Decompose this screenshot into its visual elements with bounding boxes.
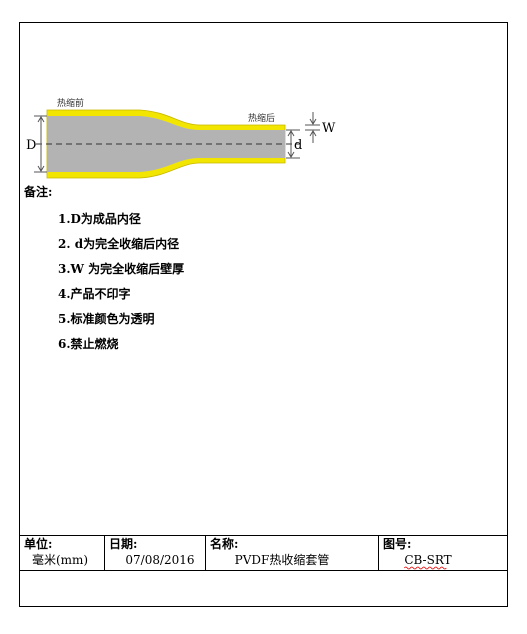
note-item: 4.产品不印字 bbox=[58, 286, 131, 301]
footer-table: 单位:毫米(mm) 日期: 07/08/2016 名称:PVDF热收缩套管 图号: CB-… bbox=[24, 535, 452, 570]
field-value: 07/08/2016 bbox=[125, 553, 194, 567]
inner-dim-label: d bbox=[294, 138, 302, 153]
after-label: 热缩后 bbox=[248, 112, 275, 124]
before-label: 热缩前 bbox=[57, 97, 84, 109]
note-item: 3.W 为完全收缩后壁厚 bbox=[58, 261, 184, 276]
outer-dim-label: D bbox=[26, 138, 36, 153]
dim-arrows bbox=[37, 116, 45, 172]
field-label: 名称: bbox=[210, 536, 238, 551]
field-value: PVDF热收缩套管 bbox=[235, 552, 330, 567]
note-item: 6.禁止燃烧 bbox=[58, 336, 119, 351]
wall-dim-label: W bbox=[322, 121, 336, 136]
field-label: 单位: bbox=[24, 536, 52, 551]
dim-arrows bbox=[287, 130, 295, 158]
field-label: 日期: bbox=[109, 536, 137, 551]
field-value: CB-SRT bbox=[404, 553, 451, 567]
note-item: 5.标准颜色为透明 bbox=[58, 311, 155, 326]
note-item: 2. d为完全收缩后内径 bbox=[58, 236, 179, 251]
notes-title: 备注: bbox=[23, 184, 52, 199]
note-item: 1.D为成品内径 bbox=[58, 211, 141, 226]
sheet-border bbox=[19, 22, 508, 607]
spell-underline bbox=[404, 566, 447, 570]
wall-arrows bbox=[309, 112, 317, 143]
field-value: 毫米(mm) bbox=[32, 552, 88, 567]
notes-list: 1.D为成品内径 2. d为完全收缩后内径 3.W 为完全收缩后壁厚 4.产品不印字 5… bbox=[58, 211, 184, 351]
field-label: 图号: bbox=[383, 536, 411, 551]
